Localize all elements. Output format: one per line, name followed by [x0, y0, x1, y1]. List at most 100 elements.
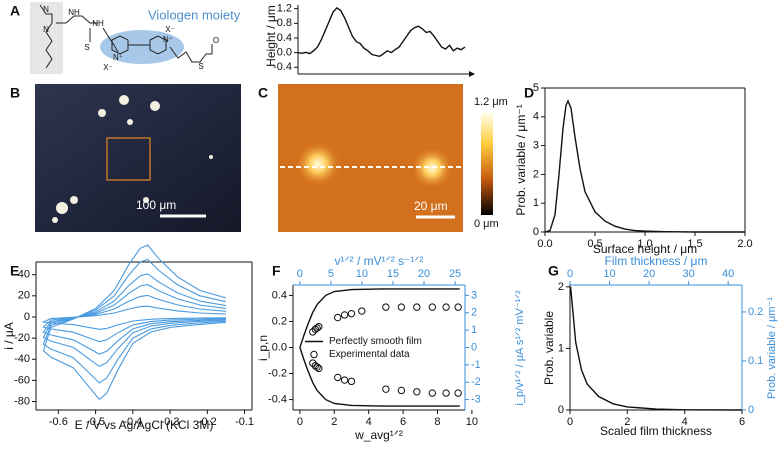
- data-line: [299, 288, 460, 407]
- data-point: [334, 373, 342, 382]
- data-point: [315, 322, 323, 331]
- data-point: [382, 385, 390, 393]
- x-tick-label: -0.5: [86, 416, 105, 428]
- chain: [39, 4, 53, 69]
- x2-tick-label: 20: [643, 268, 655, 280]
- colorbar-label: 1.2 μm: [474, 96, 508, 108]
- y-tick-label: 0.4: [272, 289, 287, 301]
- data-line: [569, 286, 743, 411]
- y-tick-label: 0.4: [277, 32, 292, 44]
- moiety-label: Viologen moiety: [148, 7, 241, 22]
- chain: [169, 46, 212, 63]
- y-tick-label: 4: [533, 111, 539, 123]
- y-axis-label: Prob. variable / μm⁻¹: [514, 104, 528, 215]
- x2-tick-label: 40: [722, 268, 734, 280]
- y-tick-label: -80: [14, 395, 30, 407]
- atom-label: N: [43, 25, 49, 34]
- x-tick-label: 4: [682, 416, 688, 428]
- x-axis-label: w_avg¹ᐟ²: [354, 428, 403, 442]
- data-point: [309, 328, 317, 336]
- y-tick-label: 1: [558, 342, 564, 354]
- particle: [119, 95, 129, 105]
- scale-label: 100 μm: [136, 198, 176, 212]
- data-point: [347, 309, 356, 318]
- y-tick-label: 20: [18, 290, 30, 302]
- region-box: [106, 137, 151, 181]
- particle: [209, 155, 213, 159]
- x-tick-label: -0.4: [123, 416, 142, 428]
- particle: [98, 109, 106, 117]
- x-tick-label: 2: [624, 416, 630, 428]
- y2-tick-label: -1: [471, 359, 481, 371]
- y-axis-label: i / μA: [2, 322, 16, 350]
- x-tick-label: 6: [400, 416, 406, 428]
- particle: [56, 202, 68, 214]
- legend-marker: [310, 350, 318, 359]
- x-tick-label: 0.5: [587, 238, 602, 250]
- y-axis-label: i_p,n: [256, 335, 270, 361]
- y-tick-label: -0.4: [268, 393, 287, 405]
- data-point: [309, 359, 317, 367]
- y-tick-label: 0.2: [272, 315, 287, 327]
- y-tick-label: 0.8: [277, 17, 292, 29]
- x-tick-label: 0: [297, 416, 303, 428]
- y2-tick-label: 0: [748, 404, 754, 416]
- atom-label: X⁻: [165, 25, 175, 34]
- particle: [294, 140, 342, 188]
- data-point: [428, 303, 437, 311]
- y-axis-label: Prob. variable: [542, 311, 556, 385]
- atom-label: NH: [92, 19, 104, 28]
- data-point: [382, 303, 390, 311]
- x2-axis-label: v¹ᐟ² / mV¹ᐟ² s⁻¹ᐟ²: [335, 254, 424, 268]
- x-tick-label: -0.6: [49, 416, 68, 428]
- data-point: [358, 307, 366, 315]
- x-tick-label: 4: [366, 416, 372, 428]
- x2-tick-label: 30: [682, 268, 694, 280]
- y2-tick-label: -3: [471, 393, 481, 405]
- x-axis-label: Surface height / μm: [593, 242, 697, 256]
- x2-tick-label: 10: [603, 268, 615, 280]
- y-tick-label: 40: [18, 269, 30, 281]
- data-line: [42, 294, 226, 343]
- y2-axis-label: i_p/v¹ᐟ² / μA s¹ᐟ² mV⁻¹ᐟ²: [514, 290, 526, 406]
- x2-tick-label: 20: [418, 268, 430, 280]
- x2-tick-label: 0: [567, 268, 573, 280]
- data-point: [428, 389, 437, 397]
- data-point: [315, 364, 323, 373]
- y-tick-label: -40: [14, 353, 30, 365]
- x-tick-label: 1.5: [687, 238, 702, 250]
- panel-label: B: [10, 85, 20, 101]
- panel-label: C: [258, 85, 268, 101]
- y-tick-label: 1.2: [277, 3, 292, 15]
- scale-label: 20 μm: [414, 199, 448, 213]
- data-point: [413, 303, 421, 311]
- data-line: [42, 244, 227, 401]
- x-axis-label: E / V vs Ag/AgCl (KCl 3M): [75, 418, 214, 432]
- x2-tick-label: 5: [328, 268, 334, 280]
- x2-tick-label: 10: [356, 268, 368, 280]
- micrograph: [35, 84, 241, 232]
- colorbar-label: 0 μm: [474, 218, 499, 230]
- atom-label: N: [43, 5, 49, 14]
- data-point: [347, 377, 356, 386]
- x-tick-label: 6: [739, 416, 745, 428]
- particle: [143, 197, 149, 203]
- particle: [150, 101, 160, 111]
- y-axis-label: Height / μm: [264, 5, 278, 67]
- x-tick-label: 2.0: [737, 238, 752, 250]
- data-point: [442, 303, 450, 311]
- y2-tick-label: 3: [471, 289, 477, 301]
- y-tick-label: 3: [533, 140, 539, 152]
- x2-tick-label: 25: [449, 268, 461, 280]
- x2-axis-label: Film thickness / μm: [605, 254, 708, 268]
- y-tick-label: 1: [533, 197, 539, 209]
- data-line: [42, 258, 227, 384]
- x-tick-label: 0.0: [537, 238, 552, 250]
- x-tick-label: -0.3: [161, 416, 180, 428]
- y-tick-label: -0.2: [268, 367, 287, 379]
- y-tick-label: 0: [24, 311, 30, 323]
- x-tick-label: 1.0: [637, 238, 652, 250]
- data-point: [397, 386, 406, 395]
- data-line: [42, 284, 226, 355]
